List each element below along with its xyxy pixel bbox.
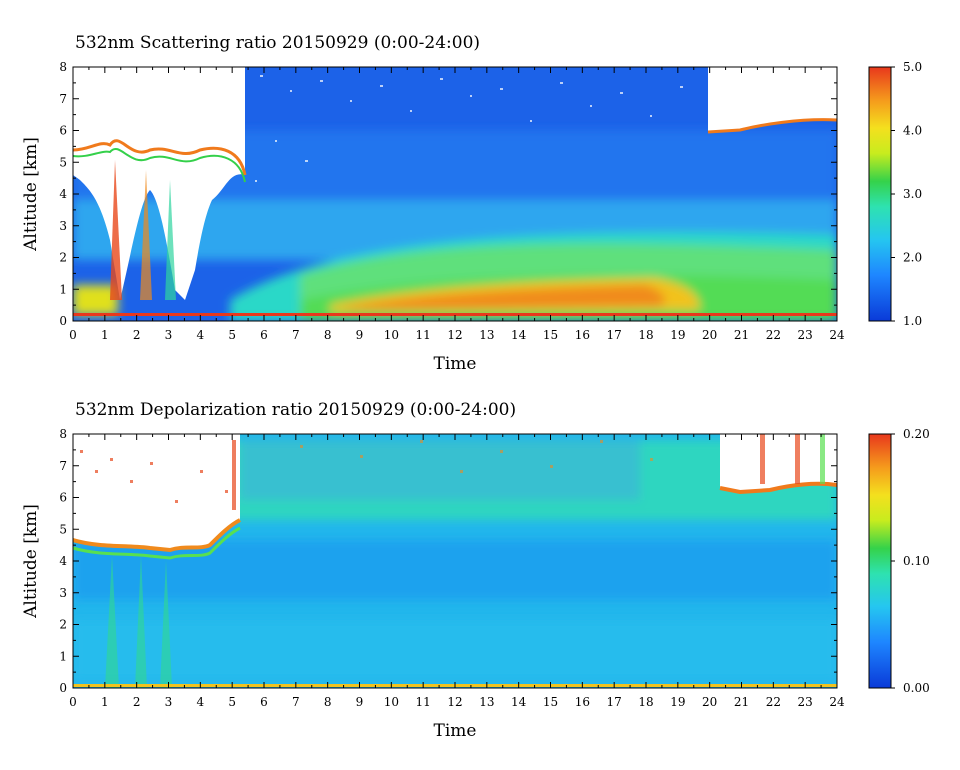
depolarization-x-tick-label: 5 (228, 695, 236, 709)
depolarization-heatmap (73, 434, 837, 688)
depolarization-y-tick-label: 6 (59, 491, 67, 505)
scattering-title: 532nm Scattering ratio 20150929 (0:00-24… (75, 33, 480, 53)
scattering-x-tick-label: 5 (228, 328, 236, 342)
depolarization-y-tick-label: 7 (59, 459, 67, 473)
depolarization-axes: 0 1 2 3 4 5 6 7 8 9 10 11 12 13 14 15 16 17 18 19 20 21 22 23 24… (59, 427, 845, 709)
depolarization-x-tick-label: 14 (511, 695, 527, 709)
depolarization-y-tick-label: 4 (59, 554, 67, 568)
depolarization-x-tick-label: 10 (384, 695, 399, 709)
scattering-x-tick-label: 7 (292, 328, 300, 342)
depolarization-colorbar-label: 0.10 (903, 554, 930, 568)
depolarization-x-tick-label: 8 (324, 695, 332, 709)
scattering-colorbar: 1.0 2.0 3.0 4.0 5.0 (868, 60, 922, 328)
depolarization-x-tick-label: 18 (638, 695, 653, 709)
depolarization-x-tick-label: 7 (292, 695, 300, 709)
scattering-colorbar-label: 5.0 (903, 60, 922, 74)
scattering-x-tick-label: 19 (670, 328, 685, 342)
depolarization-y-tick-label: 2 (59, 618, 67, 632)
depolarization-y-tick-label: 1 (59, 649, 67, 663)
depolarization-panel: 532nm Depolarization ratio 20150929 (0:0… (21, 400, 930, 741)
scattering-x-tick-label: 0 (69, 328, 77, 342)
depolarization-colorbar: 0.00 0.10 0.20 (868, 427, 930, 695)
scattering-y-tick-label: 7 (59, 92, 67, 106)
depolarization-x-tick-label: 2 (133, 695, 141, 709)
scattering-x-tick-label: 11 (416, 328, 431, 342)
scattering-x-tick-label: 18 (638, 328, 653, 342)
scattering-x-tick-label: 23 (798, 328, 813, 342)
scattering-x-tick-label: 3 (165, 328, 173, 342)
depolarization-x-tick-label: 21 (734, 695, 749, 709)
scattering-colorbar-label: 2.0 (903, 251, 922, 265)
depolarization-x-tick-label: 9 (356, 695, 364, 709)
scattering-y-tick-label: 0 (59, 314, 67, 328)
scattering-x-tick-label: 20 (702, 328, 717, 342)
scattering-y-tick-label: 3 (59, 219, 67, 233)
depolarization-x-tick-label: 19 (670, 695, 685, 709)
depolarization-x-tick-label: 13 (479, 695, 494, 709)
depolarization-xlabel: Time (434, 721, 477, 741)
depolarization-y-tick-label: 8 (59, 427, 67, 441)
scattering-x-tick-label: 6 (260, 328, 268, 342)
scattering-x-tick-label: 10 (384, 328, 399, 342)
depolarization-ylabel: Altitude [km] (21, 504, 41, 619)
depolarization-x-tick-label: 22 (766, 695, 781, 709)
depolarization-colorbar-label: 0.00 (903, 681, 930, 695)
scattering-x-tick-label: 4 (197, 328, 205, 342)
scattering-x-tick-label: 12 (447, 328, 462, 342)
scattering-x-tick-label: 22 (766, 328, 781, 342)
scattering-x-tick-label: 2 (133, 328, 141, 342)
scattering-colorbar-label: 3.0 (903, 187, 922, 201)
depolarization-x-tick-label: 16 (575, 695, 590, 709)
scattering-x-tick-label: 1 (101, 328, 109, 342)
scattering-panel: 532nm Scattering ratio 20150929 (0:00-24… (21, 33, 922, 374)
scattering-x-tick-label: 17 (607, 328, 622, 342)
scattering-colorbar-label: 1.0 (903, 314, 922, 328)
depolarization-y-tick-label: 0 (59, 681, 67, 695)
depolarization-x-tick-label: 4 (197, 695, 205, 709)
scattering-axes: 0 1 2 3 4 5 6 7 8 9 10 11 12 13 14 15 16 17 18 19 20 21 22 23 24… (59, 60, 845, 342)
depolarization-x-tick-label: 3 (165, 695, 173, 709)
scattering-x-tick-label: 8 (324, 328, 332, 342)
depolarization-x-tick-label: 6 (260, 695, 268, 709)
depolarization-x-tick-label: 1 (101, 695, 109, 709)
depolarization-x-tick-label: 12 (447, 695, 462, 709)
scattering-x-tick-label: 9 (356, 328, 364, 342)
depolarization-x-tick-label: 24 (829, 695, 845, 709)
scattering-colorbar-label: 4.0 (903, 124, 922, 138)
scattering-y-tick-label: 2 (59, 251, 67, 265)
depolarization-x-tick-label: 15 (543, 695, 558, 709)
scattering-y-tick-label: 1 (59, 282, 67, 296)
scattering-heatmap (73, 67, 837, 321)
depolarization-x-tick-label: 11 (416, 695, 431, 709)
scattering-y-tick-label: 4 (59, 187, 67, 201)
depolarization-x-tick-label: 0 (69, 695, 77, 709)
scattering-y-tick-label: 5 (59, 155, 67, 169)
scattering-y-tick-label: 8 (59, 60, 67, 74)
scattering-x-tick-label: 14 (511, 328, 527, 342)
scattering-ylabel: Altitude [km] (21, 137, 41, 252)
scattering-x-tick-label: 13 (479, 328, 494, 342)
scattering-x-tick-label: 15 (543, 328, 558, 342)
depolarization-x-tick-label: 17 (607, 695, 622, 709)
depolarization-y-tick-label: 3 (59, 586, 67, 600)
scattering-x-tick-label: 21 (734, 328, 749, 342)
depolarization-title: 532nm Depolarization ratio 20150929 (0:0… (75, 400, 516, 420)
scattering-xlabel: Time (434, 354, 477, 374)
depolarization-x-tick-label: 23 (798, 695, 813, 709)
depolarization-colorbar-label: 0.20 (903, 427, 930, 441)
scattering-x-tick-label: 16 (575, 328, 590, 342)
scattering-x-tick-label: 24 (829, 328, 845, 342)
depolarization-y-tick-label: 5 (59, 522, 67, 536)
depolarization-x-tick-label: 20 (702, 695, 717, 709)
scattering-y-tick-label: 6 (59, 124, 67, 138)
